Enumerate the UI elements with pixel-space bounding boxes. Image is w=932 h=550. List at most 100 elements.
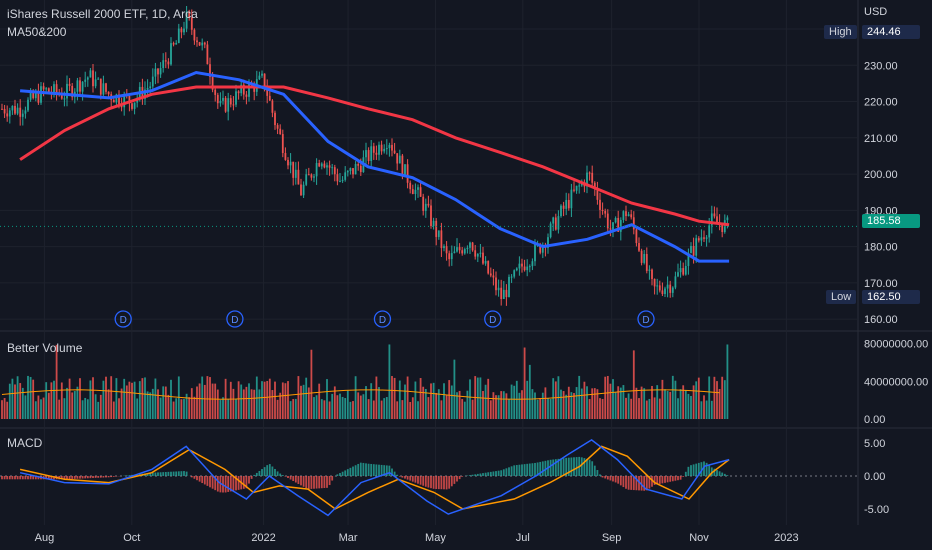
candle-body: [692, 245, 695, 256]
candle-body: [424, 203, 427, 211]
macd-pane-title[interactable]: MACD: [7, 436, 43, 450]
volume-bar: [209, 377, 211, 419]
macd-histogram-bar: [544, 460, 547, 476]
macd-histogram-bar: [476, 473, 479, 476]
volume-bar: [684, 390, 687, 419]
volume-bar: [357, 392, 360, 419]
macd-histogram-bar: [112, 476, 115, 477]
candle-body: [190, 17, 193, 30]
dividend-marker[interactable]: [637, 310, 655, 328]
candle-body: [547, 237, 549, 248]
candle-body: [248, 84, 250, 97]
dividend-marker[interactable]: [373, 310, 392, 328]
macd-histogram-bar: [593, 465, 596, 476]
indicator-legend[interactable]: MA50&200: [7, 25, 67, 39]
candle-body: [497, 287, 500, 291]
candle-body: [609, 228, 612, 230]
candle-body: [320, 163, 323, 167]
macd-histogram-bar: [614, 476, 617, 483]
macd-histogram-bar: [89, 476, 92, 479]
currency-label: USD: [864, 6, 888, 18]
price-tick-label: 200.00: [864, 169, 898, 181]
volume-bar: [206, 376, 209, 419]
macd-histogram-bar: [310, 476, 313, 489]
volume-bar: [393, 377, 396, 419]
candle-body: [593, 182, 596, 189]
macd-histogram-bar: [409, 476, 412, 481]
volume-bar: [157, 389, 159, 419]
macd-histogram-bar: [474, 474, 477, 476]
candle-body: [229, 98, 232, 105]
x-tick-label: May: [425, 532, 446, 544]
macd-histogram-bar: [206, 476, 209, 486]
volume-bar: [45, 382, 48, 419]
macd-histogram-bar: [378, 464, 380, 476]
macd-histogram-bar: [94, 476, 97, 478]
candle-body: [24, 110, 27, 114]
dividend-marker[interactable]: [484, 310, 502, 328]
candle-body: [427, 203, 430, 206]
candle-body: [162, 60, 165, 69]
macd-histogram-bar: [679, 476, 682, 480]
macd-histogram-bar: [47, 476, 50, 480]
macd-histogram-bar: [456, 476, 458, 482]
volume-bar: [622, 385, 625, 419]
macd-histogram-bar: [383, 465, 386, 476]
candle-body: [370, 146, 373, 161]
macd-histogram-bar: [24, 476, 27, 480]
volume-bar: [583, 381, 586, 419]
candle-body: [99, 78, 102, 95]
volume-bar: [268, 378, 271, 419]
macd-histogram-bar: [375, 464, 378, 476]
candle-body: [638, 243, 640, 251]
volume-bar: [505, 393, 508, 419]
candle-body: [508, 276, 510, 297]
volume-bar: [549, 398, 552, 419]
volume-pane-title[interactable]: Better Volume: [7, 341, 83, 355]
macd-histogram-bar: [149, 472, 152, 476]
candle-body: [344, 172, 347, 180]
symbol-title[interactable]: iShares Russell 2000 ETF, 1D, Arca: [7, 7, 198, 21]
candle-body: [66, 83, 68, 99]
macd-histogram-bar: [352, 466, 354, 476]
volume-bar: [331, 393, 334, 419]
candle-body: [84, 79, 87, 82]
macd-histogram-bar: [697, 462, 700, 476]
volume-bar: [19, 383, 22, 419]
candle-body: [365, 150, 367, 158]
candle-body: [521, 263, 523, 267]
candle-body: [19, 107, 22, 117]
dividend-marker[interactable]: [114, 310, 132, 328]
macd-histogram-bar: [271, 466, 274, 476]
candle-body: [510, 276, 513, 278]
volume-bar: [596, 389, 599, 419]
macd-histogram-bar: [445, 476, 448, 490]
volume-bar: [692, 385, 695, 419]
volume-bar: [414, 381, 417, 419]
macd-histogram-bar: [268, 464, 271, 476]
macd-histogram-bar: [167, 471, 170, 476]
macd-histogram-bar: [359, 462, 362, 476]
candle-body: [489, 273, 492, 276]
volume-bar: [586, 386, 588, 419]
candle-body: [518, 263, 521, 269]
candle-body: [279, 128, 282, 135]
macd-histogram-bar: [638, 476, 640, 491]
macd-histogram-bar: [216, 476, 219, 492]
macd-histogram-bar: [596, 470, 599, 476]
macd-histogram-bar: [664, 476, 666, 483]
volume-bar: [125, 385, 128, 419]
volume-bar: [440, 400, 443, 419]
volume-bar: [253, 389, 256, 419]
volume-bar: [695, 381, 698, 419]
macd-histogram-bar: [32, 476, 35, 480]
candle-body: [622, 211, 625, 220]
candle-body: [700, 237, 703, 241]
macd-histogram-bar: [1, 476, 3, 480]
dividend-marker[interactable]: [226, 310, 244, 328]
candle-body: [227, 98, 230, 112]
volume-bar: [16, 376, 19, 419]
candle-body: [144, 89, 146, 99]
candle-body: [666, 284, 669, 289]
